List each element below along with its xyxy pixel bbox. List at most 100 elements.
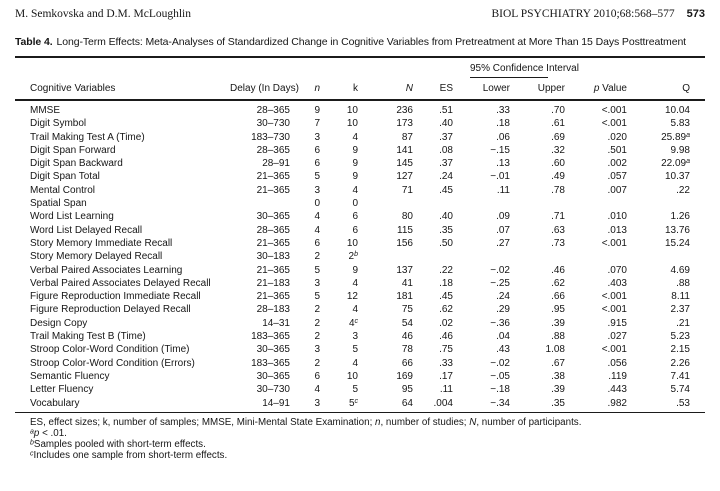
meta-analysis-table: 95% Confidence Interval Cognitive Variab… — [15, 56, 705, 413]
row-label: Verbal Paired Associates Learning — [30, 264, 183, 276]
data-cell: 2 — [314, 304, 320, 316]
column-header-ci-upper: Upper — [510, 78, 565, 101]
data-cell: .62 — [439, 304, 453, 316]
data-cell: 66 — [401, 357, 413, 369]
data-cell: .46 — [551, 264, 565, 276]
data-cell: 0 — [314, 198, 320, 210]
data-cell — [453, 197, 510, 210]
data-cell: 10.37 — [664, 171, 690, 183]
data-cell: .61 — [551, 118, 565, 130]
data-cell: 2 — [314, 317, 320, 329]
table-row: Spatial Span 0 0 — [15, 197, 705, 210]
data-cell: 1.26 — [670, 211, 690, 223]
data-cell: 71 — [401, 184, 413, 196]
data-cell: .070 — [607, 264, 627, 276]
data-cell: .11 — [496, 184, 510, 196]
row-label: Mental Control — [30, 184, 96, 196]
row-label: Semantic Fluency — [30, 370, 110, 382]
data-cell: 6 — [314, 237, 320, 249]
data-cell: 8.11 — [671, 291, 690, 303]
data-cell: 41 — [401, 277, 413, 289]
data-cell: .88 — [676, 277, 690, 289]
column-header-es: ES — [413, 78, 453, 101]
table-title: Table 4. Long-Term Effects: Meta-Analyses… — [15, 36, 705, 48]
data-cell: .46 — [439, 331, 453, 343]
column-header-k: k — [320, 78, 358, 101]
data-cell: 4 — [352, 184, 358, 196]
data-cell: 183–365 — [251, 357, 290, 369]
data-cell — [565, 250, 627, 263]
row-label: Digit Span Backward — [30, 158, 123, 170]
data-cell: 2 — [314, 331, 320, 343]
table-row: Stroop Color-Word Condition (Time) 30–365… — [15, 343, 705, 356]
data-cell: −.36 — [490, 317, 510, 329]
data-cell: −.18 — [490, 384, 510, 396]
data-cell: 5 — [352, 384, 358, 396]
data-cell: 3 — [290, 396, 320, 413]
data-cell: .056 — [607, 357, 627, 369]
table-row: Word List Delayed Recall 28–365 4 6 115 .35 .0… — [15, 224, 705, 237]
data-cell: .66 — [551, 291, 565, 303]
row-label: Vocabulary — [15, 396, 230, 413]
row-label: Figure Reproduction Delayed Recall — [30, 304, 191, 316]
table-footnotes: ES, effect sizes; k, number of samples; … — [15, 417, 705, 461]
data-cell: .88 — [551, 331, 565, 343]
data-cell: .37 — [439, 158, 453, 170]
data-cell: .501 — [607, 144, 627, 156]
data-cell: .13 — [496, 158, 510, 170]
data-cell: 3 — [352, 331, 358, 343]
data-cell: .057 — [607, 171, 627, 183]
data-cell: −.34 — [453, 396, 510, 413]
header-spacer-right — [565, 57, 705, 78]
data-cell: .21 — [676, 317, 690, 329]
data-cell: 4c — [348, 317, 358, 329]
data-cell — [565, 197, 627, 210]
data-cell: .982 — [565, 396, 627, 413]
data-cell: 181 — [396, 291, 413, 303]
data-cell: 9 — [352, 158, 358, 170]
table-row: Trail Making Test A (Time) 183–730 3 4 87 .37… — [15, 131, 705, 144]
data-cell: 28–365 — [256, 144, 290, 156]
data-cell: 9 — [352, 171, 358, 183]
table-row: Stroop Color-Word Condition (Errors) 183–… — [15, 357, 705, 370]
data-cell: .24 — [439, 171, 453, 183]
data-cell: 21–365 — [256, 264, 290, 276]
table-row: Figure Reproduction Immediate Recall 21–3… — [15, 290, 705, 303]
data-cell: 13.76 — [664, 224, 690, 236]
data-cell: 169 — [396, 370, 413, 382]
table-body: MMSE 28–365 9 10 236.51.33.70 <.001 10.04 Digit… — [15, 100, 705, 413]
data-cell: 21–365 — [256, 237, 290, 249]
data-cell: 12 — [346, 291, 358, 303]
data-cell: 4 — [352, 304, 358, 316]
row-label: Word List Delayed Recall — [30, 224, 143, 236]
data-cell: 78 — [401, 344, 413, 356]
data-cell: −.25 — [490, 277, 510, 289]
row-label: Verbal Paired Associates Delayed Recall — [30, 277, 211, 289]
table-row: Mental Control 21–365 3 4 71 .45 .11 .78 .007 .22 — [15, 184, 705, 197]
column-header-q: Q — [627, 78, 705, 101]
data-cell: 4 — [352, 277, 358, 289]
table-row: Verbal Paired Associates Delayed Recall 2… — [15, 277, 705, 290]
data-cell: .78 — [551, 184, 565, 196]
data-cell: .915 — [607, 317, 627, 329]
table-row: Vocabulary 14–91 3 5c 64.004 −.34.35.982.53 — [15, 396, 705, 413]
data-cell: <.001 — [601, 118, 627, 130]
row-label: MMSE — [30, 105, 60, 116]
data-cell: .09 — [496, 211, 510, 223]
data-cell: 30–730 — [256, 384, 290, 396]
table-title-text: Long-Term Effects: Meta-Analyses of Stan… — [56, 36, 687, 48]
table-row: Digit Span Forward 28–365 6 9 141 .08 −.15 .32.… — [15, 144, 705, 157]
data-cell: 30–730 — [256, 118, 290, 130]
data-cell — [413, 250, 453, 263]
data-cell: 236 — [396, 105, 413, 116]
data-cell: 2.15 — [670, 344, 690, 356]
column-header-n: n — [290, 78, 320, 101]
data-cell: .27 — [496, 237, 510, 249]
data-cell: −.05 — [490, 370, 510, 382]
data-cell: 80 — [401, 211, 413, 223]
data-cell — [358, 197, 413, 210]
data-cell: 10 — [346, 118, 358, 130]
data-cell: 3 — [314, 131, 320, 143]
data-cell: .020 — [607, 131, 627, 143]
data-cell: .37 — [439, 131, 453, 143]
